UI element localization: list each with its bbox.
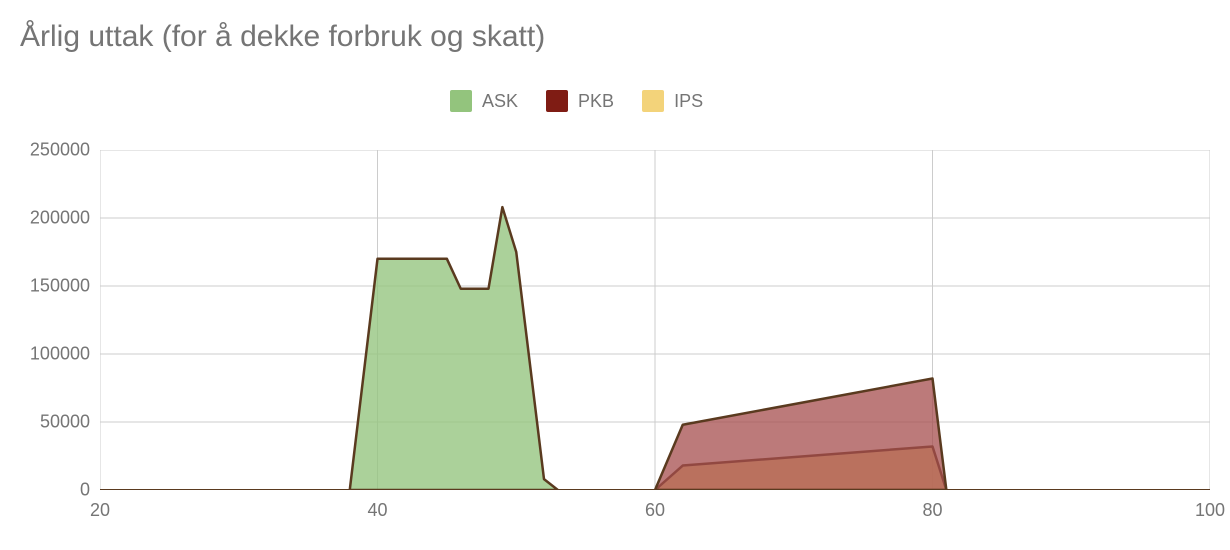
legend-label-ask: ASK: [482, 91, 518, 112]
y-tick-5: 250000: [10, 140, 90, 161]
legend-swatch-ask: [450, 90, 472, 112]
chart-container: Årlig uttak (for å dekke forbruk og skat…: [0, 0, 1230, 550]
y-tick-1: 50000: [10, 412, 90, 433]
y-tick-2: 100000: [10, 344, 90, 365]
legend-entry-pkb: PKB: [546, 90, 614, 112]
y-tick-4: 200000: [10, 208, 90, 229]
x-tick-1: 40: [367, 500, 387, 521]
legend-label-ips: IPS: [674, 91, 703, 112]
legend-label-pkb: PKB: [578, 91, 614, 112]
legend-swatch-pkb: [546, 90, 568, 112]
legend: ASK PKB IPS: [450, 90, 703, 112]
legend-swatch-ips: [642, 90, 664, 112]
x-tick-0: 20: [90, 500, 110, 521]
x-tick-2: 60: [645, 500, 665, 521]
chart-title: Årlig uttak (for å dekke forbruk og skat…: [20, 20, 545, 54]
legend-entry-ask: ASK: [450, 90, 518, 112]
x-tick-3: 80: [922, 500, 942, 521]
y-tick-3: 150000: [10, 276, 90, 297]
y-tick-0: 0: [10, 480, 90, 501]
plot-area: [100, 150, 1210, 490]
x-tick-4: 100: [1195, 500, 1225, 521]
legend-entry-ips: IPS: [642, 90, 703, 112]
